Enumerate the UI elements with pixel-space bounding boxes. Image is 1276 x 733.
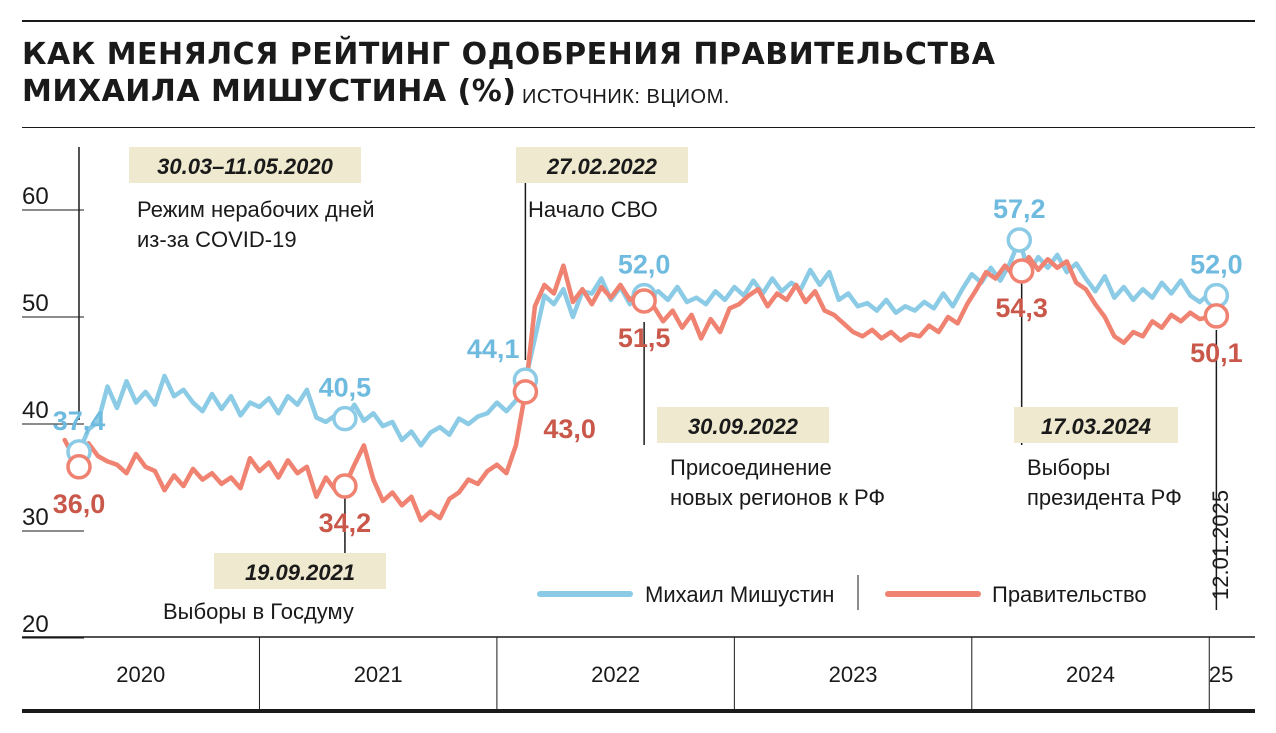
annotation-president-date: 17.03.2024 [1041, 414, 1151, 439]
legend-label-mishustin: Михаил Мишустин [645, 582, 834, 607]
government-marker-34,2 [332, 473, 358, 499]
y-tick-label-60: 60 [22, 183, 49, 210]
legend-label-government: Правительство [992, 582, 1147, 607]
mishustin-value-label-52,0: 52,0 [618, 250, 671, 280]
government-value-label-43,0: 43,0 [543, 414, 596, 444]
chart-title-line-2: МИХАИЛА МИШУСТИНА (%) [22, 74, 517, 109]
mishustin-value-label-52,0: 52,0 [1190, 250, 1243, 280]
annotation-duma-text-1: Выборы в Госдуму [163, 599, 354, 624]
x-tick-label-2020: 2020 [116, 662, 165, 687]
annotation-svo-text-1: Начало СВО [528, 197, 658, 222]
mishustin-value-label-37,4: 37,4 [53, 406, 106, 436]
x-tick-label-2023: 2023 [829, 662, 878, 687]
x-tick-label-2021: 2021 [354, 662, 403, 687]
annotation-president-date-box [1014, 407, 1178, 443]
government-marker-36,0 [66, 454, 92, 480]
annotation-regions-date: 30.09.2022 [688, 414, 799, 439]
source-note: ИСТОЧНИК: ВЦИОМ. [522, 86, 730, 108]
y-tick-label-50: 50 [22, 290, 49, 317]
y-tick-label-30: 30 [22, 504, 49, 531]
chart-title: КАК МЕНЯЛСЯ РЕЙТИНГ ОДОБРЕНИЯ ПРАВИТЕЛЬС… [22, 36, 1122, 110]
government-value-label-36,0: 36,0 [53, 489, 106, 519]
annotation-president-text-1: Выборы [1027, 455, 1110, 480]
government-value-label-34,2: 34,2 [319, 508, 372, 538]
x-tick-label-2024: 2024 [1066, 662, 1115, 687]
x-tick-label-25: 25 [1209, 662, 1233, 687]
y-tick-label-20: 20 [22, 611, 49, 638]
chart-title-line-1: КАК МЕНЯЛСЯ РЕЙТИНГ ОДОБРЕНИЯ ПРАВИТЕЛЬС… [22, 37, 996, 72]
x-tick-label-2022: 2022 [591, 662, 640, 687]
top-rule [22, 20, 1255, 22]
government-value-label-54,3: 54,3 [995, 293, 1048, 323]
annotation-covid-date: 30.03–11.05.2020 [157, 154, 334, 179]
annotation-regions-date-box [657, 407, 829, 443]
mishustin-value-label-57,2: 57,2 [993, 194, 1046, 224]
government-marker-43,0 [512, 379, 539, 405]
title-rule [22, 127, 1255, 128]
annotation-2025-date: 12.01.2025 [1208, 490, 1233, 600]
government-marker-51,5 [631, 288, 657, 314]
mishustin-value-label-44,1: 44,1 [467, 334, 520, 364]
y-tick-label-40: 40 [22, 397, 49, 424]
government-value-label-50,1: 50,1 [1190, 338, 1243, 368]
mishustin-marker-57,2 [1006, 227, 1033, 253]
annotation-covid-date-box [129, 147, 361, 183]
annotation-covid-text-1: Режим нерабочих дней [137, 197, 375, 222]
annotation-regions-text-2: новых регионов к РФ [670, 485, 885, 510]
annotation-duma-date: 19.09.2021 [245, 560, 355, 585]
government-marker-54,3 [1008, 258, 1035, 284]
mishustin-value-label-40,5: 40,5 [319, 373, 372, 403]
government-marker-50,1 [1203, 303, 1230, 329]
government-value-label-51,5: 51,5 [618, 323, 671, 353]
annotation-covid-text-2: из-за COVID-19 [137, 227, 297, 252]
annotation-svo-date-box [516, 147, 688, 183]
annotation-regions-text-1: Присоединение [670, 455, 832, 480]
annotation-svo-date: 27.02.2022 [546, 154, 658, 179]
annotation-president-text-2: президента РФ [1027, 485, 1182, 510]
mishustin-marker-40,5 [332, 405, 358, 432]
annotation-duma-date-box [214, 553, 386, 589]
